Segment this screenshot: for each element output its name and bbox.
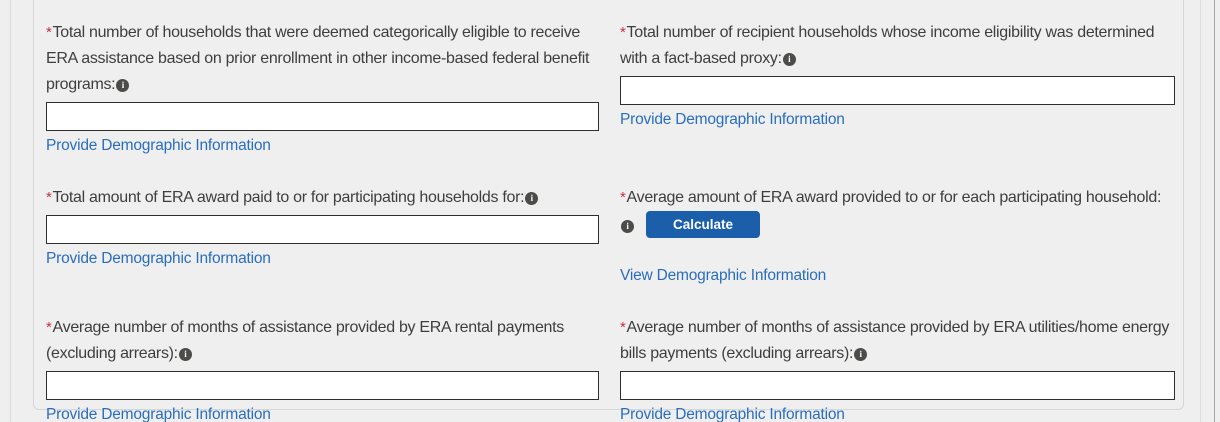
provide-demographic-information-link[interactable]: Provide Demographic Information (46, 137, 271, 154)
field-total-era-award-paid: *Total amount of ERA award paid to or fo… (46, 185, 599, 268)
info-icon[interactable]: i (854, 347, 868, 361)
calculate-button[interactable]: Calculate (646, 211, 761, 238)
field-label-text: Average number of months of assistance p… (620, 319, 1170, 362)
required-asterisk: * (46, 189, 52, 206)
panel-right-border (1200, 0, 1201, 422)
field-label: *Total amount of ERA award paid to or fo… (46, 185, 599, 211)
field-label: *Average amount of ERA award provided to… (620, 185, 1175, 239)
categorically-eligible-households-input[interactable] (46, 102, 599, 131)
field-label: *Average number of months of assistance … (620, 315, 1175, 367)
info-icon[interactable]: i (782, 52, 796, 66)
field-label-text: Total number of recipient households who… (620, 24, 1155, 67)
info-icon[interactable]: i (621, 219, 634, 233)
provide-demographic-information-link[interactable]: Provide Demographic Information (620, 406, 845, 422)
form-grid: *Total number of households that were de… (46, 20, 1176, 422)
provide-demographic-information-link[interactable]: Provide Demographic Information (46, 406, 271, 422)
field-average-months-utilities: *Average number of months of assistance … (620, 315, 1175, 422)
window-right-edge (1214, 0, 1215, 422)
form-group-box (33, 0, 1184, 410)
panel-left-border (10, 0, 11, 422)
field-label-text: Total number of households that were dee… (46, 24, 590, 93)
view-demographic-information-link[interactable]: View Demographic Information (620, 267, 827, 284)
field-average-era-award: *Average amount of ERA award provided to… (620, 185, 1175, 285)
required-asterisk: * (620, 189, 626, 206)
fact-based-proxy-households-input[interactable] (620, 76, 1175, 105)
field-average-months-rental: *Average number of months of assistance … (46, 315, 599, 422)
field-label-text: Average number of months of assistance p… (46, 319, 564, 362)
info-icon[interactable]: i (116, 78, 130, 92)
field-categorically-eligible-households: *Total number of households that were de… (46, 20, 599, 155)
average-months-rental-input[interactable] (46, 371, 599, 400)
field-label: *Total number of recipient households wh… (620, 20, 1175, 72)
field-label: *Average number of months of assistance … (46, 315, 599, 367)
info-icon[interactable]: i (178, 347, 192, 361)
field-label: *Total number of households that were de… (46, 20, 599, 98)
required-asterisk: * (46, 319, 52, 336)
average-months-utilities-input[interactable] (620, 371, 1175, 400)
required-asterisk: * (620, 319, 626, 336)
required-asterisk: * (46, 24, 52, 41)
info-icon[interactable]: i (525, 191, 539, 205)
field-fact-based-proxy-households: *Total number of recipient households wh… (620, 20, 1175, 129)
field-label-text: Average amount of ERA award provided to … (626, 189, 1162, 206)
field-label-text: Total amount of ERA award paid to or for… (52, 189, 525, 206)
provide-demographic-information-link[interactable]: Provide Demographic Information (620, 111, 845, 128)
provide-demographic-information-link[interactable]: Provide Demographic Information (46, 250, 271, 267)
total-era-award-paid-input[interactable] (46, 215, 599, 244)
required-asterisk: * (620, 24, 626, 41)
